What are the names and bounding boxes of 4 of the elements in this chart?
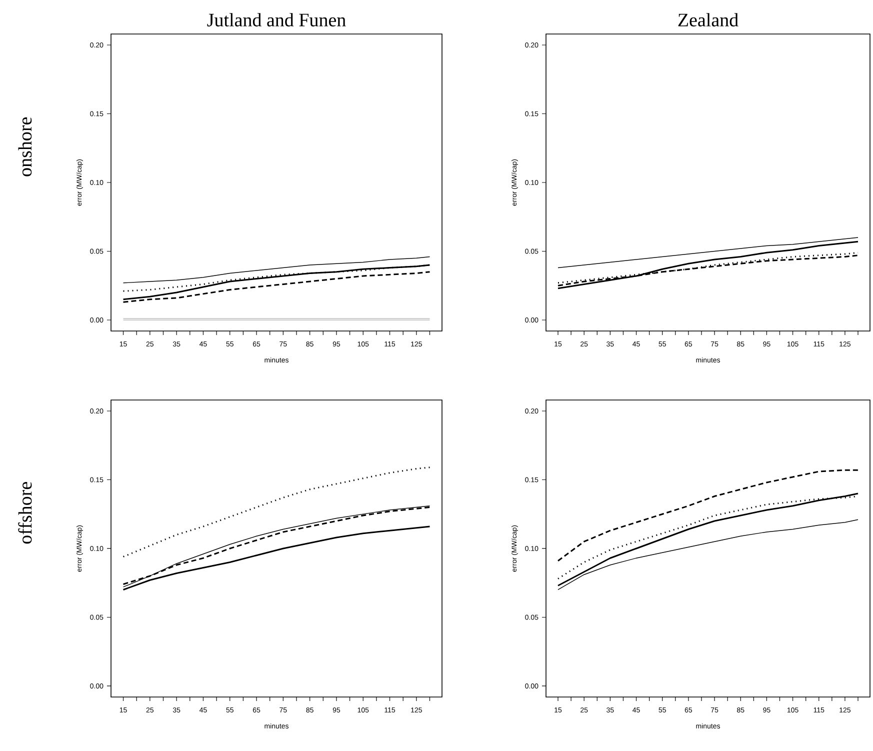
text: onshore [18, 117, 32, 176]
chart-title: Zealand [678, 13, 738, 26]
chart-title: Jutland and Funen [207, 13, 346, 26]
text: offshore [18, 482, 32, 544]
